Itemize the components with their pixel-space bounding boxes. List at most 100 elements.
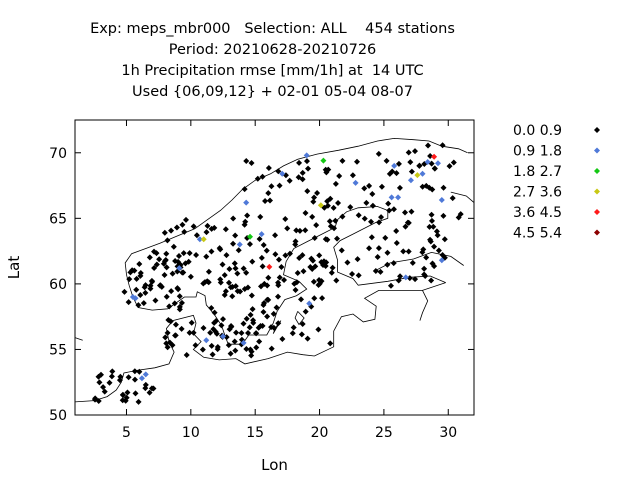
- station-point-low: [226, 266, 233, 273]
- station-point-low: [275, 168, 282, 175]
- station-point-low: [396, 184, 403, 191]
- station-point-low: [302, 308, 309, 315]
- station-point-low: [248, 352, 255, 359]
- station-point: [266, 263, 273, 270]
- station-point-low: [260, 242, 267, 249]
- station-point-low: [131, 368, 138, 375]
- station-point-low: [190, 223, 197, 230]
- station-point-low: [209, 351, 216, 358]
- station-point-low: [227, 284, 234, 291]
- station-point-low: [142, 282, 149, 289]
- station-point-low: [304, 335, 311, 342]
- station-point-low: [336, 172, 343, 179]
- station-point-low: [268, 345, 275, 352]
- title-line-1: Exp: meps_mbr000 Selection: ALL 454 stat…: [90, 21, 455, 37]
- station-point-low: [377, 268, 384, 275]
- station-point-low: [311, 194, 318, 201]
- station-point-low: [203, 229, 210, 236]
- station-point-low: [307, 264, 314, 271]
- station-point-low: [211, 224, 218, 231]
- station-point: [424, 158, 431, 165]
- station-point-low: [275, 293, 282, 300]
- station-point-low: [372, 268, 379, 275]
- station-point-low: [304, 188, 311, 195]
- station-point: [414, 172, 421, 179]
- legend-label: 2.7 3.6: [513, 185, 562, 201]
- station-point-low: [395, 160, 402, 167]
- station-point-low: [136, 368, 143, 375]
- station-point-low: [430, 223, 437, 230]
- station-point-low: [298, 331, 305, 338]
- station-point-low: [254, 175, 261, 182]
- station-point: [279, 170, 286, 177]
- station-point-low: [299, 169, 306, 176]
- station-point-low: [225, 342, 232, 349]
- station-point-low: [168, 288, 175, 295]
- station-point-low: [151, 264, 158, 271]
- station-point-low: [339, 213, 346, 220]
- station-point-low: [142, 289, 149, 296]
- station-point-low: [201, 279, 208, 286]
- title-line-2: Period: 20210628-20210726: [168, 42, 377, 58]
- station-point-low: [303, 158, 310, 165]
- legend-marker: [594, 168, 600, 174]
- station-point-low: [302, 227, 309, 234]
- station-point-low: [133, 275, 140, 282]
- station-point-low: [234, 270, 241, 277]
- station-point-low: [124, 389, 131, 396]
- station-point-low: [329, 264, 336, 271]
- station-point-low: [133, 286, 140, 293]
- station-point-low: [168, 227, 175, 234]
- station-point-low: [193, 252, 200, 259]
- station-point-low: [187, 273, 194, 280]
- station-point: [438, 196, 445, 203]
- station-point-low: [176, 293, 183, 300]
- legend-marker: [594, 209, 600, 215]
- station-point-low: [293, 227, 300, 234]
- station-point-low: [355, 272, 362, 279]
- station-point-low: [260, 309, 267, 316]
- station-point-low: [334, 235, 341, 242]
- station-point-low: [389, 168, 396, 175]
- station-point-low: [361, 215, 368, 222]
- station-point-low: [245, 330, 252, 337]
- station-point-low: [162, 334, 169, 341]
- station-point-low: [135, 398, 142, 405]
- x-tick-label: 15: [246, 425, 264, 441]
- station-point-low: [328, 269, 335, 276]
- station-point-low: [419, 183, 426, 190]
- station-point-low: [259, 173, 266, 180]
- station-point-low: [308, 255, 315, 262]
- station-point-low: [330, 204, 337, 211]
- station-point-low: [270, 310, 277, 317]
- legend-marker: [594, 188, 600, 195]
- station-point-low: [273, 304, 280, 311]
- x-axis-label: Lon: [261, 456, 288, 474]
- station-point-low: [137, 272, 144, 279]
- station-point-low: [361, 185, 368, 192]
- station-point-low: [146, 389, 153, 396]
- station-point-low: [276, 274, 283, 281]
- station-point-low: [407, 159, 414, 166]
- station-point-low: [383, 157, 390, 164]
- station-point-low: [332, 180, 339, 187]
- station-point-low: [176, 303, 183, 310]
- station-point-low: [296, 254, 303, 261]
- station-point-low: [440, 184, 447, 191]
- station-point-low: [256, 338, 263, 345]
- station-point-low: [292, 286, 299, 293]
- station-point-low: [176, 253, 183, 260]
- station-point-low: [378, 214, 385, 221]
- station-point-low: [109, 368, 116, 375]
- legend-label: 0.9 1.8: [513, 144, 562, 160]
- station-point-low: [275, 320, 282, 327]
- coast-line-2: [419, 290, 429, 321]
- station-point: [438, 257, 445, 264]
- station-point-low: [157, 282, 164, 289]
- station-point-low: [208, 305, 215, 312]
- station-point-low: [120, 392, 127, 399]
- station-point-low: [123, 394, 130, 401]
- station-point-low: [170, 243, 177, 250]
- station-point-low: [243, 157, 250, 164]
- title-line-4: Used {06,09,12} + 02-01 05-04 08-07: [132, 84, 413, 100]
